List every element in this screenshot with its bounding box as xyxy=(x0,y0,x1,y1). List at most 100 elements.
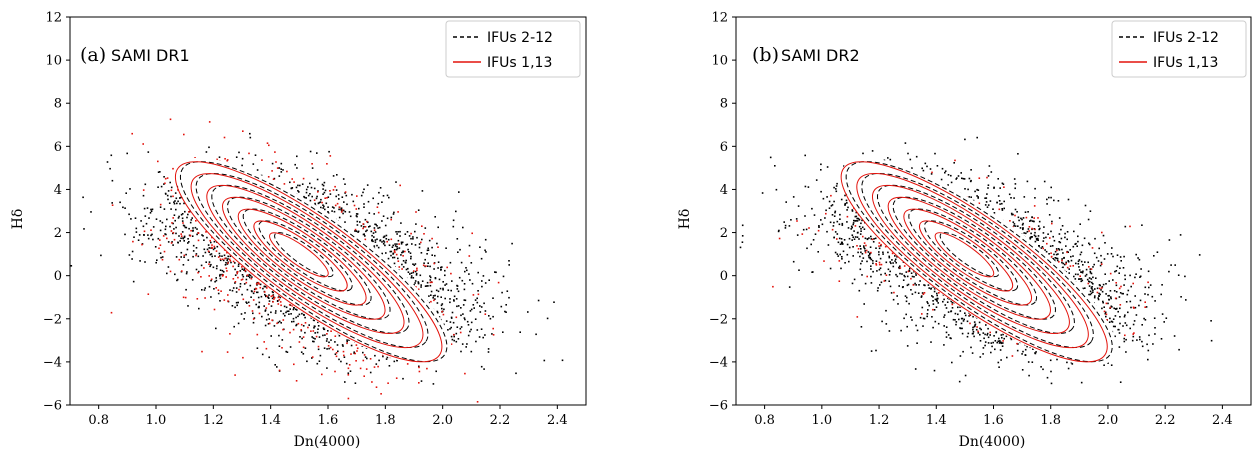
data-point xyxy=(256,284,258,286)
data-point xyxy=(1123,340,1126,343)
data-point xyxy=(312,330,315,332)
data-point xyxy=(407,248,409,251)
data-point xyxy=(234,274,237,276)
data-point xyxy=(473,307,475,309)
data-point xyxy=(470,308,473,311)
data-point xyxy=(328,150,330,153)
data-point xyxy=(378,359,380,362)
data-point xyxy=(241,268,244,270)
data-point xyxy=(474,299,477,301)
data-point xyxy=(129,188,131,190)
data-point xyxy=(348,339,350,341)
data-point xyxy=(242,130,244,132)
data-point xyxy=(134,217,137,219)
data-point xyxy=(381,252,383,255)
data-point xyxy=(387,382,389,384)
y-tick-label: −4 xyxy=(43,355,62,370)
data-point xyxy=(442,281,444,283)
data-point xyxy=(359,221,361,223)
data-point xyxy=(302,177,305,180)
data-point xyxy=(905,300,908,303)
data-point xyxy=(906,275,909,278)
data-point xyxy=(432,297,434,299)
data-point xyxy=(279,301,282,303)
data-point xyxy=(358,207,360,210)
data-point xyxy=(354,352,356,355)
data-point xyxy=(345,362,348,365)
data-point xyxy=(1023,196,1026,198)
data-point xyxy=(266,295,268,297)
data-point xyxy=(229,289,231,291)
data-point xyxy=(285,350,287,353)
data-point xyxy=(157,237,160,240)
data-point xyxy=(272,296,275,298)
data-point xyxy=(207,250,210,253)
data-point xyxy=(377,211,380,214)
data-point xyxy=(146,207,149,209)
data-point xyxy=(314,202,316,205)
data-point xyxy=(492,297,494,299)
data-point xyxy=(410,232,412,235)
data-point xyxy=(1062,266,1064,269)
data-point xyxy=(340,360,342,363)
data-point xyxy=(188,241,190,243)
data-point xyxy=(479,246,481,248)
data-point xyxy=(280,162,283,165)
data-point xyxy=(327,211,329,213)
data-point xyxy=(295,323,298,326)
data-point xyxy=(456,305,458,308)
data-point xyxy=(485,251,487,253)
data-point xyxy=(377,227,379,229)
data-point xyxy=(461,343,464,345)
data-point xyxy=(234,374,236,376)
data-point xyxy=(268,303,270,305)
data-point xyxy=(177,241,179,244)
data-point xyxy=(344,210,347,213)
data-point xyxy=(177,217,180,219)
contour-line xyxy=(195,172,429,349)
data-point xyxy=(464,270,466,273)
data-point xyxy=(327,330,329,332)
data-point xyxy=(309,150,312,153)
data-point xyxy=(414,263,417,265)
data-point xyxy=(289,346,292,348)
data-point xyxy=(159,206,162,208)
data-point xyxy=(256,333,259,336)
data-point xyxy=(246,302,248,304)
data-point xyxy=(420,380,423,382)
data-point xyxy=(324,197,326,199)
data-point xyxy=(162,235,165,237)
data-point xyxy=(311,336,313,338)
data-point xyxy=(375,386,378,388)
data-point xyxy=(197,271,199,274)
data-point xyxy=(344,221,346,223)
data-point xyxy=(341,196,344,198)
data-point xyxy=(1108,280,1110,282)
data-point xyxy=(408,251,410,253)
data-point xyxy=(156,259,158,261)
data-point xyxy=(228,258,231,261)
data-point xyxy=(308,324,310,326)
data-point xyxy=(350,344,353,347)
data-point xyxy=(365,407,367,409)
data-point xyxy=(175,197,178,200)
data-point xyxy=(211,246,213,249)
data-point xyxy=(1060,237,1063,240)
data-point xyxy=(221,275,224,277)
data-point xyxy=(183,133,185,136)
data-point xyxy=(381,201,383,203)
data-point xyxy=(460,307,462,309)
data-point xyxy=(363,203,365,205)
data-point xyxy=(178,258,181,261)
data-point xyxy=(267,296,269,298)
data-point xyxy=(282,169,284,171)
data-point xyxy=(221,273,223,276)
data-point xyxy=(386,217,389,220)
data-point xyxy=(320,206,322,209)
data-point xyxy=(396,233,398,235)
data-point xyxy=(411,243,413,245)
data-point xyxy=(401,241,404,244)
data-point xyxy=(373,236,375,238)
data-point xyxy=(327,212,330,214)
data-point xyxy=(143,207,146,210)
